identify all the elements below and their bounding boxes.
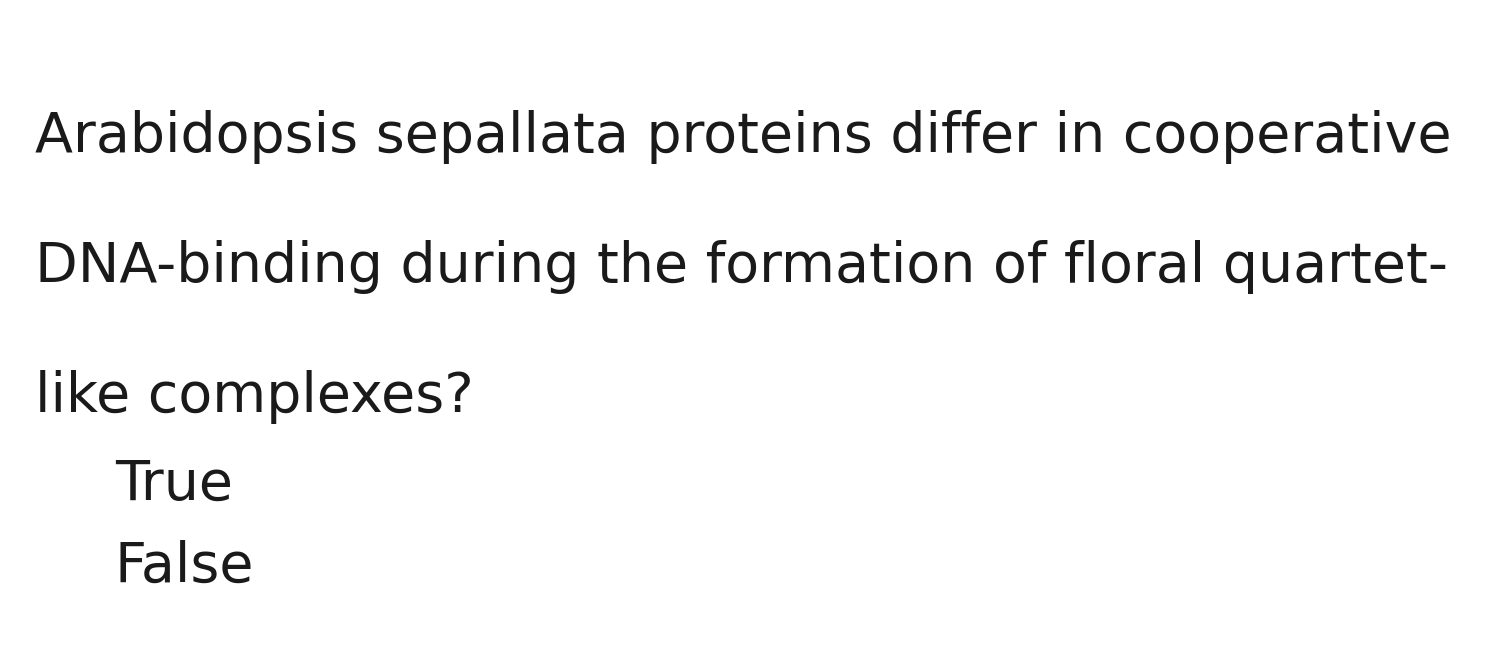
Text: False: False bbox=[116, 540, 255, 594]
Text: like complexes?: like complexes? bbox=[34, 370, 474, 424]
Text: Arabidopsis sepallata proteins differ in cooperative: Arabidopsis sepallata proteins differ in… bbox=[34, 110, 1452, 164]
Text: True: True bbox=[116, 458, 232, 512]
Text: DNA-binding during the formation of floral quartet-: DNA-binding during the formation of flor… bbox=[34, 240, 1448, 294]
